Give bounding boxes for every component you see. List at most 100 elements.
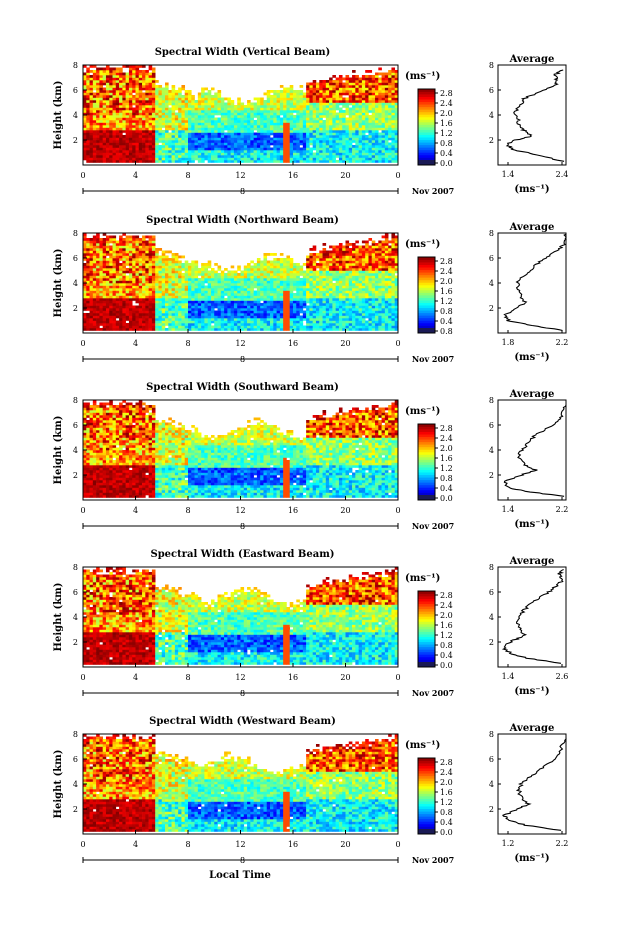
heatmap-cell [151, 142, 156, 146]
heatmap-cell [378, 82, 382, 86]
heatmap-cell [243, 155, 248, 158]
heatmap-cell [135, 95, 140, 98]
heatmap-cell [378, 127, 382, 131]
heatmap-cell [158, 127, 163, 131]
heatmap-cell [335, 107, 340, 111]
heatmap-cell [148, 105, 153, 108]
heatmap-cell [224, 275, 228, 279]
heatmap-cell [204, 328, 208, 331]
heatmap-cell [119, 285, 123, 289]
heatmap-cell [250, 268, 254, 271]
heatmap-cell [158, 265, 163, 269]
heatmap-cell [165, 87, 169, 91]
heatmap-cell [125, 102, 130, 106]
heatmap-cell [371, 140, 376, 143]
heatmap-cell [260, 125, 264, 128]
heatmap-cell [99, 260, 103, 264]
heatmap-cell [224, 325, 228, 329]
heatmap-cell [227, 132, 231, 136]
heatmap-cell [188, 313, 192, 316]
heatmap-cell [128, 80, 133, 83]
heatmap-cell [365, 115, 369, 118]
heatmap-cell [207, 328, 212, 331]
heatmap-cell [92, 318, 97, 321]
heatmap-cell [83, 117, 87, 121]
heatmap-cell [201, 95, 205, 98]
heatmap-cell [115, 90, 120, 93]
heatmap-cell [102, 102, 107, 106]
heatmap-cell [119, 120, 123, 123]
heatmap-cell [322, 137, 327, 141]
heatmap-cell [266, 145, 271, 148]
heatmap-cell [115, 107, 120, 111]
heatmap-cell [112, 255, 117, 259]
heatmap-cell [312, 155, 317, 158]
heatmap-cell [247, 278, 251, 281]
heatmap-cell [299, 120, 304, 123]
heatmap-cell [161, 283, 166, 286]
heatmap-cell [253, 110, 258, 113]
heatmap-cell [142, 305, 146, 309]
heatmap-cell [273, 320, 277, 324]
heatmap-cell [358, 157, 363, 161]
heatmap-cell [230, 110, 235, 113]
heatmap-cell [158, 305, 163, 309]
heatmap-cell [158, 280, 163, 284]
heatmap-cell [174, 325, 179, 329]
heatmap-cell [181, 160, 186, 163]
heatmap-cell [132, 263, 136, 266]
heatmap-cell [237, 120, 241, 123]
heatmap-cell [233, 137, 238, 141]
heatmap-cell [227, 325, 231, 329]
heatmap-cell [178, 313, 182, 316]
heatmap-cell [158, 115, 163, 118]
heatmap-cell [201, 100, 205, 103]
heatmap-cell [207, 283, 212, 286]
heatmap-cell [96, 75, 100, 78]
y-tick-label: 8 [73, 61, 78, 70]
heatmap-cell [99, 95, 103, 98]
heatmap-cell [151, 92, 156, 96]
heatmap-cell [266, 92, 271, 96]
heatmap-cell [171, 305, 176, 309]
heatmap-cell [388, 122, 392, 126]
heatmap-cell [217, 90, 222, 93]
heatmap-cell [122, 295, 126, 299]
heatmap-cell [168, 92, 172, 96]
heatmap-cell [161, 323, 166, 326]
heatmap-cell [112, 320, 117, 324]
heatmap-cell [132, 305, 136, 309]
heatmap-cell [204, 150, 208, 153]
heatmap-cell [279, 112, 284, 116]
heatmap-cell [250, 137, 254, 141]
heatmap-cell [171, 288, 176, 291]
heatmap-cell [332, 122, 336, 126]
heatmap-cell [240, 325, 245, 329]
heatmap-cell [155, 107, 159, 111]
heatmap-cell [361, 100, 366, 103]
heatmap-cell [138, 280, 143, 284]
heatmap-cell [158, 140, 163, 143]
heatmap-cell [145, 132, 149, 136]
heatmap-cell [345, 85, 350, 88]
heatmap-cell [128, 248, 133, 251]
heatmap-cell [279, 85, 284, 88]
heatmap-cell [394, 77, 399, 81]
heatmap-cell [338, 92, 343, 96]
heatmap-cell [89, 82, 94, 86]
heatmap-cell [171, 300, 176, 304]
heatmap-cell [207, 132, 212, 136]
heatmap-cell [125, 90, 130, 93]
heatmap-cell [256, 288, 261, 291]
heatmap-cell [125, 110, 130, 113]
heatmap-cell [142, 275, 146, 279]
heatmap-cell [381, 90, 386, 93]
heatmap-cell [394, 85, 399, 88]
heatmap-cell [194, 305, 199, 309]
heatmap-cell [191, 323, 195, 326]
heatmap-cell [188, 97, 192, 101]
heatmap-cell [135, 70, 140, 73]
heatmap-cell [86, 97, 90, 101]
heatmap-cell [102, 112, 107, 116]
heatmap-cell [312, 97, 317, 101]
